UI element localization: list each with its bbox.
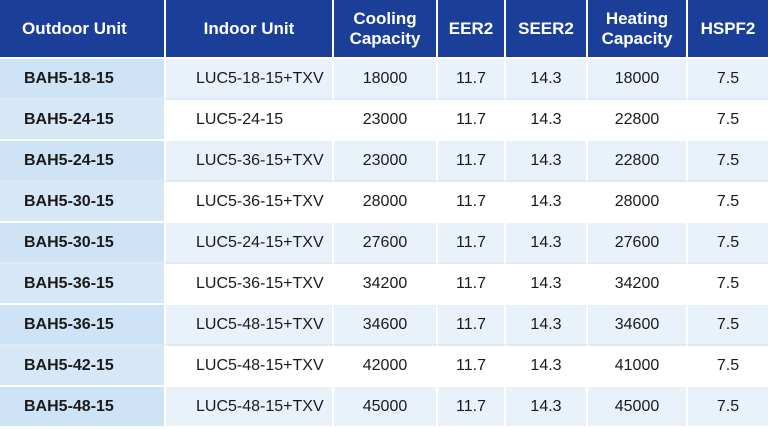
header-heating-line2: Capacity <box>601 28 673 48</box>
cell-eer2: 11.7 <box>438 303 506 344</box>
cell-heating-capacity: 27600 <box>588 221 688 262</box>
table-row: BAH5-24-15 LUC5-24-15 23000 11.7 14.3 22… <box>0 98 768 139</box>
cell-indoor-unit: LUC5-48-15+TXV <box>166 303 334 344</box>
cell-cooling-capacity: 34200 <box>334 262 438 303</box>
table-row: BAH5-24-15 LUC5-36-15+TXV 23000 11.7 14.… <box>0 139 768 180</box>
cell-hspf2: 7.5 <box>688 139 768 180</box>
header-eer2: EER2 <box>438 0 506 57</box>
cell-cooling-capacity: 18000 <box>334 57 438 98</box>
cell-indoor-unit: LUC5-48-15+TXV <box>166 385 334 426</box>
cell-indoor-unit: LUC5-24-15 <box>166 98 334 139</box>
cell-hspf2: 7.5 <box>688 221 768 262</box>
header-cooling-capacity: Cooling Capacity <box>334 0 438 57</box>
cell-eer2: 11.7 <box>438 139 506 180</box>
cell-heating-capacity: 34200 <box>588 262 688 303</box>
cell-outdoor-unit: BAH5-42-15 <box>0 344 166 385</box>
cell-cooling-capacity: 42000 <box>334 344 438 385</box>
table-row: BAH5-18-15 LUC5-18-15+TXV 18000 11.7 14.… <box>0 57 768 98</box>
cell-heating-capacity: 45000 <box>588 385 688 426</box>
table-row: BAH5-36-15 LUC5-48-15+TXV 34600 11.7 14.… <box>0 303 768 344</box>
cell-heating-capacity: 34600 <box>588 303 688 344</box>
table-row: BAH5-30-15 LUC5-24-15+TXV 27600 11.7 14.… <box>0 221 768 262</box>
cell-heating-capacity: 41000 <box>588 344 688 385</box>
header-row: Outdoor Unit Indoor Unit Cooling Capacit… <box>0 0 768 57</box>
cell-eer2: 11.7 <box>438 98 506 139</box>
cell-outdoor-unit: BAH5-36-15 <box>0 262 166 303</box>
cell-seer2: 14.3 <box>506 57 588 98</box>
cell-heating-capacity: 22800 <box>588 139 688 180</box>
cell-cooling-capacity: 23000 <box>334 98 438 139</box>
cell-cooling-capacity: 28000 <box>334 180 438 221</box>
cell-cooling-capacity: 23000 <box>334 139 438 180</box>
header-indoor-unit: Indoor Unit <box>166 0 334 57</box>
cell-heating-capacity: 22800 <box>588 98 688 139</box>
cell-cooling-capacity: 34600 <box>334 303 438 344</box>
cell-eer2: 11.7 <box>438 221 506 262</box>
cell-hspf2: 7.5 <box>688 57 768 98</box>
cell-indoor-unit: LUC5-48-15+TXV <box>166 344 334 385</box>
cell-heating-capacity: 18000 <box>588 57 688 98</box>
cell-outdoor-unit: BAH5-30-15 <box>0 180 166 221</box>
cell-hspf2: 7.5 <box>688 262 768 303</box>
cell-eer2: 11.7 <box>438 385 506 426</box>
cell-eer2: 11.7 <box>438 57 506 98</box>
table-row: BAH5-36-15 LUC5-36-15+TXV 34200 11.7 14.… <box>0 262 768 303</box>
table-body: BAH5-18-15 LUC5-18-15+TXV 18000 11.7 14.… <box>0 57 768 426</box>
header-cooling-line2: Capacity <box>349 28 421 48</box>
cell-hspf2: 7.5 <box>688 344 768 385</box>
cell-seer2: 14.3 <box>506 98 588 139</box>
cell-seer2: 14.3 <box>506 385 588 426</box>
cell-outdoor-unit: BAH5-48-15 <box>0 385 166 426</box>
cell-seer2: 14.3 <box>506 221 588 262</box>
cell-outdoor-unit: BAH5-24-15 <box>0 98 166 139</box>
header-cooling-line1: Cooling <box>353 8 417 28</box>
cell-indoor-unit: LUC5-24-15+TXV <box>166 221 334 262</box>
cell-indoor-unit: LUC5-36-15+TXV <box>166 139 334 180</box>
cell-outdoor-unit: BAH5-18-15 <box>0 57 166 98</box>
header-hspf2: HSPF2 <box>688 0 768 57</box>
cell-hspf2: 7.5 <box>688 385 768 426</box>
cell-eer2: 11.7 <box>438 344 506 385</box>
cell-eer2: 11.7 <box>438 262 506 303</box>
cell-seer2: 14.3 <box>506 303 588 344</box>
table-row: BAH5-30-15 LUC5-36-15+TXV 28000 11.7 14.… <box>0 180 768 221</box>
cell-seer2: 14.3 <box>506 180 588 221</box>
header-seer2: SEER2 <box>506 0 588 57</box>
cell-seer2: 14.3 <box>506 262 588 303</box>
cell-cooling-capacity: 27600 <box>334 221 438 262</box>
cell-indoor-unit: LUC5-36-15+TXV <box>166 262 334 303</box>
cell-outdoor-unit: BAH5-24-15 <box>0 139 166 180</box>
cell-seer2: 14.3 <box>506 139 588 180</box>
table-row: BAH5-42-15 LUC5-48-15+TXV 42000 11.7 14.… <box>0 344 768 385</box>
cell-cooling-capacity: 45000 <box>334 385 438 426</box>
cell-hspf2: 7.5 <box>688 180 768 221</box>
cell-heating-capacity: 28000 <box>588 180 688 221</box>
header-heating-capacity: Heating Capacity <box>588 0 688 57</box>
header-outdoor-unit: Outdoor Unit <box>0 0 166 57</box>
cell-eer2: 11.7 <box>438 180 506 221</box>
cell-seer2: 14.3 <box>506 344 588 385</box>
cell-indoor-unit: LUC5-18-15+TXV <box>166 57 334 98</box>
header-heating-line1: Heating <box>605 8 669 28</box>
cell-hspf2: 7.5 <box>688 98 768 139</box>
cell-hspf2: 7.5 <box>688 303 768 344</box>
table-row: BAH5-48-15 LUC5-48-15+TXV 45000 11.7 14.… <box>0 385 768 426</box>
cell-indoor-unit: LUC5-36-15+TXV <box>166 180 334 221</box>
cell-outdoor-unit: BAH5-30-15 <box>0 221 166 262</box>
cell-outdoor-unit: BAH5-36-15 <box>0 303 166 344</box>
